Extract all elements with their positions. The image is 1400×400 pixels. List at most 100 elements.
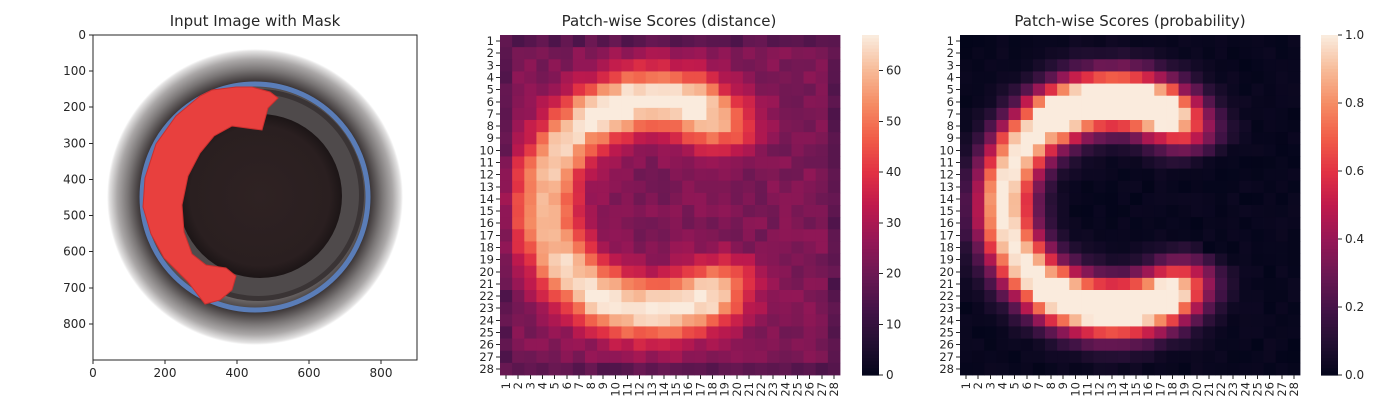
heatmap-cell <box>1178 338 1192 352</box>
heatmap-cell <box>1202 156 1216 169</box>
heatmap-cell <box>597 47 610 60</box>
colorbar-swatch <box>862 266 879 271</box>
colorbar-swatch <box>862 218 879 223</box>
heatmap-cell <box>1142 47 1155 60</box>
heatmap-cell <box>730 180 744 194</box>
heatmap-cell <box>960 180 973 194</box>
heatmap-cell <box>1239 338 1252 352</box>
heatmap-cell <box>1045 156 1058 169</box>
heatmap-cell <box>706 253 719 267</box>
colorbar-swatch <box>862 361 879 366</box>
heatmap-cell <box>1202 362 1216 376</box>
x-tick-label: 17 <box>693 382 707 397</box>
heatmap-cell <box>960 338 973 352</box>
x-tick-label: 2 <box>511 382 525 389</box>
heatmap-cell <box>1227 265 1240 279</box>
x-tick-label: 8 <box>584 382 598 389</box>
colorbar-swatch <box>862 116 879 121</box>
heatmap-cell <box>815 156 829 169</box>
heatmap-cell <box>827 217 841 230</box>
colorbar-swatch <box>862 35 879 39</box>
heatmap-cell <box>1239 47 1252 60</box>
heatmap-cell <box>730 290 744 303</box>
colorbar-swatch <box>1321 55 1338 60</box>
heatmap-cell <box>585 253 598 267</box>
x-tick-label: 4 <box>996 382 1010 389</box>
heatmap-cell <box>1287 132 1301 145</box>
y-tick-label: 4 <box>487 71 494 85</box>
heatmap-cell <box>682 302 695 315</box>
heatmap-cell <box>1154 217 1167 230</box>
heatmap-cell <box>972 156 985 169</box>
heatmap-cell <box>1130 35 1143 48</box>
heatmap-cell <box>755 290 768 303</box>
heatmap-cell <box>827 205 841 218</box>
heatmap-cell <box>1215 290 1228 303</box>
heatmap-cell <box>585 290 598 303</box>
heatmap-cell <box>767 350 780 364</box>
heatmap-cell <box>670 144 683 157</box>
heatmap-cell <box>1069 35 1082 48</box>
heatmap-cell <box>524 168 537 182</box>
heatmap-cell <box>1215 241 1228 254</box>
heatmap-cell <box>512 59 525 72</box>
heatmap-cell <box>1239 192 1252 206</box>
y-tick-label: 100 <box>63 64 86 78</box>
heatmap-cell <box>1202 205 1216 218</box>
heatmap-cell <box>1069 265 1082 279</box>
heatmap-cell <box>791 277 804 291</box>
heatmap-cell <box>984 362 997 376</box>
heatmap-cell <box>815 302 829 315</box>
heatmap-cell <box>1154 229 1167 242</box>
input-image-frame <box>92 34 418 361</box>
heatmap-cell <box>803 180 817 194</box>
heatmap-cell <box>560 107 574 121</box>
heatmap-cell <box>1020 107 1034 121</box>
heatmap-cell <box>1057 83 1070 97</box>
heatmap-cell <box>1227 132 1240 145</box>
heatmap-cell <box>779 168 792 182</box>
heatmap-cell <box>742 217 756 230</box>
heatmap-cell <box>827 59 841 72</box>
heatmap-cell <box>1275 314 1289 327</box>
heatmap-cell <box>1239 241 1252 254</box>
heatmap-cell <box>1008 71 1022 84</box>
heatmap-cell <box>609 241 622 254</box>
heatmap-cell <box>1263 156 1277 169</box>
heatmap-cell <box>1190 120 1204 133</box>
heatmap-cell <box>560 277 574 291</box>
heatmap-cell <box>718 362 732 376</box>
y-tick-label: 26 <box>939 338 954 352</box>
x-tick-label: 5 <box>548 382 562 389</box>
heatmap-cell <box>803 144 817 157</box>
heatmap-cell <box>1045 35 1058 48</box>
heatmap-cell <box>767 290 780 303</box>
heatmap-cell <box>694 35 707 48</box>
x-tick-label: 200 <box>154 366 177 380</box>
colorbar-swatch <box>862 259 879 264</box>
heatmap-cell <box>1130 290 1143 303</box>
heatmap-cell <box>645 290 659 303</box>
heatmap-cell <box>1190 192 1204 206</box>
heatmap-cell <box>1239 156 1252 169</box>
colorbar-swatch <box>862 307 879 311</box>
heatmap-cell <box>1093 95 1107 109</box>
heatmap-cell <box>1202 59 1216 72</box>
heatmap-cell <box>767 156 780 169</box>
heatmap-cell <box>1154 302 1167 315</box>
heatmap-cell <box>1190 253 1204 267</box>
y-tick-label: 27 <box>939 350 954 364</box>
heatmap-cell <box>1081 241 1094 254</box>
colorbar-swatch <box>862 303 879 308</box>
heatmap-cell <box>536 120 549 133</box>
heatmap-cell <box>633 302 647 315</box>
colorbar-swatch <box>1321 201 1338 206</box>
heatmap-cell <box>1227 217 1240 230</box>
heatmap-cell <box>706 71 719 84</box>
heatmap-cell <box>621 314 634 327</box>
heatmap-cell <box>694 132 707 145</box>
heatmap-cell <box>803 290 817 303</box>
heatmap-cell <box>609 326 622 339</box>
heatmap-cell <box>633 253 647 267</box>
heatmap-cell <box>1142 59 1155 72</box>
